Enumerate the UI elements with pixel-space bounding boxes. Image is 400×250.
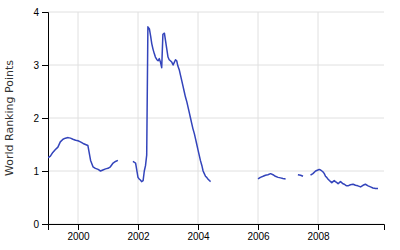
x-axis: 2000 2002 2004 2006 2008 xyxy=(49,224,385,242)
x-axis-tick-mark xyxy=(258,224,259,230)
y-axis-tick: 4 xyxy=(33,7,48,18)
x-axis-tick-label: 2002 xyxy=(127,231,150,242)
grid-line-y xyxy=(48,118,384,119)
grid-line-y xyxy=(48,65,384,66)
x-axis-tick-label: 2008 xyxy=(307,231,330,242)
y-axis: 0 1 2 3 4 xyxy=(33,7,48,230)
y-axis-tick-label: 4 xyxy=(33,7,39,18)
x-axis-tick: 2004 xyxy=(187,224,210,242)
y-axis-tick-mark xyxy=(42,224,48,225)
chart: 2000 2002 2004 2006 2008 0 1 2 3 4 World Ranking P… xyxy=(0,0,400,250)
y-axis-tick-label: 2 xyxy=(33,113,39,124)
plot: 2000 2002 2004 2006 2008 0 1 2 3 4 xyxy=(33,7,384,242)
y-axis-tick-mark xyxy=(42,171,48,172)
y-axis-title: World Ranking Points xyxy=(3,60,16,176)
y-axis-tick: 2 xyxy=(33,113,48,124)
marks xyxy=(48,27,378,189)
y-axis-tick: 3 xyxy=(33,60,48,71)
y-axis-tick-label: 3 xyxy=(33,60,39,71)
grid xyxy=(48,12,384,224)
y-axis-tick-mark xyxy=(42,65,48,66)
x-axis-tick-mark xyxy=(198,224,199,230)
x-axis-tick-mark xyxy=(78,224,79,230)
y-axis-tick-mark xyxy=(42,12,48,13)
x-axis-tick: 2008 xyxy=(307,224,330,242)
x-axis-tick-label: 2004 xyxy=(187,231,210,242)
x-axis-tick: 2006 xyxy=(247,224,270,242)
x-axis-line xyxy=(49,225,385,231)
x-axis-tick-mark xyxy=(318,224,319,230)
x-axis-tick-label: 2006 xyxy=(247,231,270,242)
y-axis-tick-label: 1 xyxy=(33,166,39,177)
x-axis-tick-label: 2000 xyxy=(67,231,90,242)
y-axis-tick-mark xyxy=(42,118,48,119)
y-axis-tick: 1 xyxy=(33,166,48,177)
x-axis-tick: 2000 xyxy=(67,224,90,242)
y-axis-tick: 0 xyxy=(33,219,48,230)
y-axis-tick-label: 0 xyxy=(33,219,39,230)
grid-line-y xyxy=(48,12,384,13)
line xyxy=(48,27,378,189)
x-axis-tick-mark xyxy=(138,224,139,230)
grid-line-y xyxy=(48,171,384,172)
y-axis-line xyxy=(42,13,49,225)
x-axis-tick: 2002 xyxy=(127,224,150,242)
